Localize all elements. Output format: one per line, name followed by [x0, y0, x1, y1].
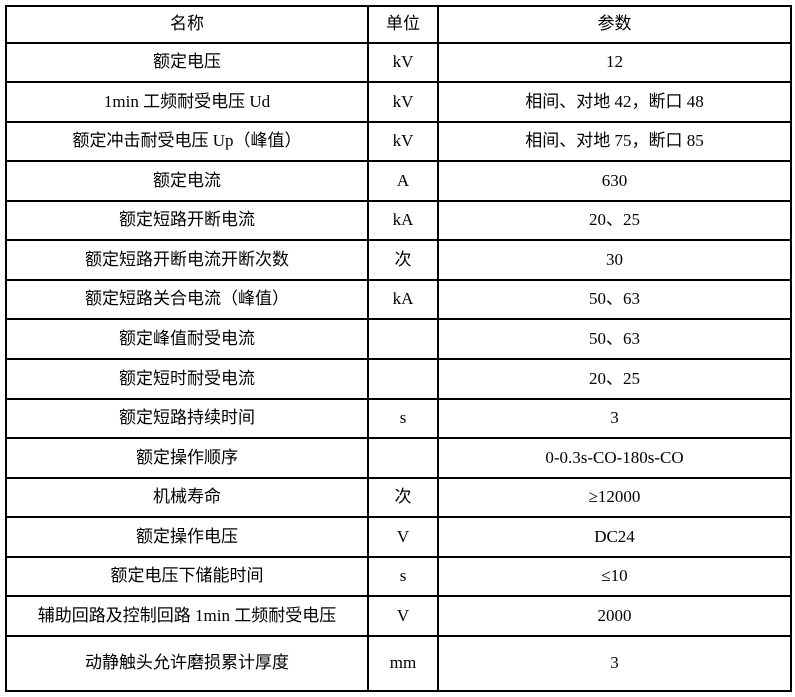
spec-table: 名称 单位 参数 额定电压 kV 12 1min 工频耐受电压 Ud kV 相间…: [5, 5, 792, 693]
value-cell: DC24: [437, 516, 792, 558]
table-row: 机械寿命 次 ≥12000: [5, 476, 792, 519]
unit-cell: kA: [367, 278, 439, 321]
table-row: 额定短路关合电流（峰值） kA 50、63: [5, 278, 792, 321]
value-cell: 50、63: [437, 318, 792, 361]
unit-cell: kV: [367, 81, 439, 123]
param-name-cell: 额定冲击耐受电压 Up（峰值）: [5, 120, 369, 163]
header-unit: 单位: [367, 5, 439, 44]
param-name-cell: 1min 工频耐受电压 Ud: [5, 81, 369, 123]
unit-cell: [367, 318, 439, 361]
param-name-cell: 辅助回路及控制回路 1min 工频耐受电压: [5, 595, 369, 637]
unit-cell: [367, 358, 439, 400]
value-cell: 30: [437, 239, 792, 281]
value-cell: 2000: [437, 595, 792, 637]
unit-cell: 次: [367, 239, 439, 281]
value-cell: 3: [437, 634, 792, 693]
unit-cell: V: [367, 516, 439, 558]
value-cell: ≤10: [437, 555, 792, 598]
table-row: 额定短路持续时间 s 3: [5, 397, 792, 440]
param-name-cell: 额定短路开断电流开断次数: [5, 239, 369, 281]
table-row: 额定短路开断电流 kA 20、25: [5, 199, 792, 242]
header-name: 名称: [5, 5, 369, 44]
unit-cell: kV: [367, 120, 439, 163]
unit-cell: 次: [367, 476, 439, 519]
table-row: 额定短路开断电流开断次数 次 30: [5, 239, 792, 281]
unit-cell: s: [367, 555, 439, 598]
table-row: 额定峰值耐受电流 50、63: [5, 318, 792, 361]
unit-cell: V: [367, 595, 439, 637]
unit-cell: A: [367, 160, 439, 202]
unit-cell: [367, 437, 439, 479]
value-cell: 0-0.3s-CO-180s-CO: [437, 437, 792, 479]
value-cell: 20、25: [437, 358, 792, 400]
value-cell: 相间、对地 42，断口 48: [437, 81, 792, 123]
table-row: 额定短时耐受电流 20、25: [5, 358, 792, 400]
param-name-cell: 额定短路关合电流（峰值）: [5, 278, 369, 321]
table-row: 额定操作电压 V DC24: [5, 516, 792, 558]
header-value: 参数: [437, 5, 792, 44]
table-row: 额定操作顺序 0-0.3s-CO-180s-CO: [5, 437, 792, 479]
value-cell: 50、63: [437, 278, 792, 321]
param-name-cell: 额定电流: [5, 160, 369, 202]
unit-cell: kA: [367, 199, 439, 242]
table-row: 动静触头允许磨损累计厚度 mm 3: [5, 634, 792, 693]
param-name-cell: 动静触头允许磨损累计厚度: [5, 634, 369, 693]
value-cell: 12: [437, 41, 792, 84]
param-name-cell: 额定短路持续时间: [5, 397, 369, 440]
table-row: 辅助回路及控制回路 1min 工频耐受电压 V 2000: [5, 595, 792, 637]
table-header-row: 名称 单位 参数: [5, 5, 792, 44]
param-name-cell: 额定短路开断电流: [5, 199, 369, 242]
value-cell: 630: [437, 160, 792, 202]
value-cell: 20、25: [437, 199, 792, 242]
table-row: 额定电压 kV 12: [5, 41, 792, 84]
unit-cell: mm: [367, 634, 439, 693]
table-row: 额定电压下储能时间 s ≤10: [5, 555, 792, 598]
value-cell: 相间、对地 75，断口 85: [437, 120, 792, 163]
param-name-cell: 机械寿命: [5, 476, 369, 519]
param-name-cell: 额定操作顺序: [5, 437, 369, 479]
unit-cell: kV: [367, 41, 439, 84]
param-name-cell: 额定电压: [5, 41, 369, 84]
table-row: 额定冲击耐受电压 Up（峰值） kV 相间、对地 75，断口 85: [5, 120, 792, 163]
value-cell: 3: [437, 397, 792, 440]
table-row: 额定电流 A 630: [5, 160, 792, 202]
table-row: 1min 工频耐受电压 Ud kV 相间、对地 42，断口 48: [5, 81, 792, 123]
value-cell: ≥12000: [437, 476, 792, 519]
param-name-cell: 额定操作电压: [5, 516, 369, 558]
unit-cell: s: [367, 397, 439, 440]
param-name-cell: 额定峰值耐受电流: [5, 318, 369, 361]
param-name-cell: 额定短时耐受电流: [5, 358, 369, 400]
param-name-cell: 额定电压下储能时间: [5, 555, 369, 598]
